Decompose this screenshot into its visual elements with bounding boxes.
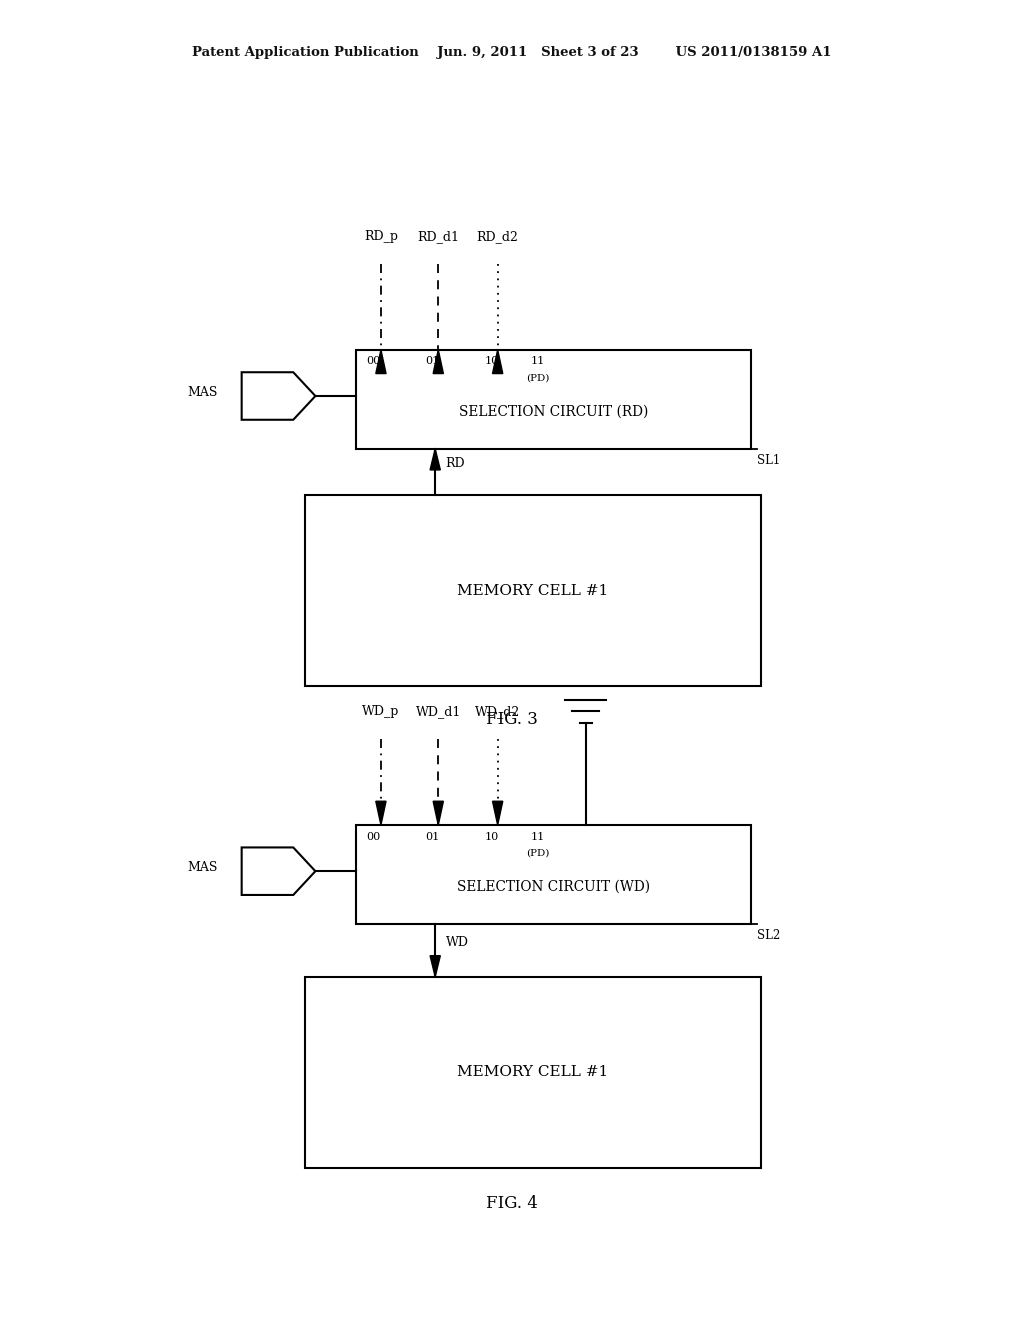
FancyBboxPatch shape: [356, 350, 751, 449]
Polygon shape: [376, 350, 386, 374]
Text: FIG. 3: FIG. 3: [486, 711, 538, 727]
Text: RD_d2: RD_d2: [477, 230, 518, 243]
Text: 00: 00: [367, 832, 381, 842]
Text: RD: RD: [445, 458, 465, 470]
Text: 11: 11: [530, 832, 545, 842]
Text: 01: 01: [425, 356, 439, 367]
Polygon shape: [430, 449, 440, 470]
Text: MAS: MAS: [187, 861, 218, 874]
Text: 11: 11: [530, 356, 545, 367]
Text: FIG. 4: FIG. 4: [486, 1196, 538, 1212]
Polygon shape: [493, 801, 503, 825]
Text: MEMORY CELL #1: MEMORY CELL #1: [458, 583, 608, 598]
Text: SELECTION CIRCUIT (WD): SELECTION CIRCUIT (WD): [457, 879, 650, 894]
Text: SELECTION CIRCUIT (RD): SELECTION CIRCUIT (RD): [459, 404, 648, 418]
FancyBboxPatch shape: [305, 495, 761, 686]
Text: 10: 10: [484, 356, 499, 367]
FancyBboxPatch shape: [356, 825, 751, 924]
Text: 10: 10: [484, 832, 499, 842]
Text: WD_d1: WD_d1: [416, 705, 461, 718]
Text: SL1: SL1: [757, 454, 780, 467]
Text: MEMORY CELL #1: MEMORY CELL #1: [458, 1065, 608, 1080]
Text: SL2: SL2: [757, 929, 780, 942]
Polygon shape: [433, 350, 443, 374]
Polygon shape: [493, 350, 503, 374]
Text: WD_d2: WD_d2: [475, 705, 520, 718]
Text: (PD): (PD): [526, 374, 549, 383]
Text: WD: WD: [445, 936, 468, 949]
Polygon shape: [376, 801, 386, 825]
Polygon shape: [433, 801, 443, 825]
Text: (PD): (PD): [526, 849, 549, 858]
Text: MAS: MAS: [187, 385, 218, 399]
Text: WD_p: WD_p: [362, 705, 399, 718]
Polygon shape: [430, 956, 440, 977]
Text: Patent Application Publication    Jun. 9, 2011   Sheet 3 of 23        US 2011/01: Patent Application Publication Jun. 9, 2…: [193, 46, 831, 59]
FancyBboxPatch shape: [305, 977, 761, 1168]
Text: 01: 01: [425, 832, 439, 842]
Text: RD_p: RD_p: [364, 230, 398, 243]
Text: 00: 00: [367, 356, 381, 367]
Text: RD_d1: RD_d1: [417, 230, 460, 243]
